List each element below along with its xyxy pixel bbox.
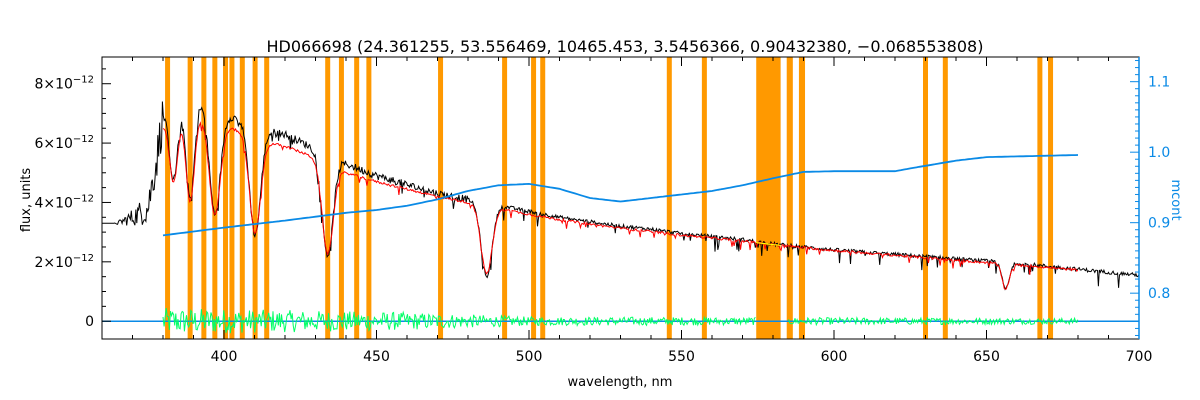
- series-layer: [102, 101, 1140, 334]
- mask-band: [942, 57, 948, 339]
- x-tick-label: 500: [516, 349, 543, 365]
- mask-band: [540, 57, 546, 339]
- mask-band: [212, 57, 218, 339]
- mask-band: [338, 57, 344, 339]
- mask-band: [1048, 57, 1054, 339]
- y-tick-label: 4×10−12: [34, 193, 94, 211]
- y2-axis-label: mcont: [1168, 179, 1183, 220]
- x-tick-label: 650: [973, 349, 1000, 365]
- x-tick-label: 600: [821, 349, 848, 365]
- mask-band: [531, 57, 537, 339]
- y2-tick-label: 1.1: [1148, 75, 1170, 91]
- mask-band: [165, 57, 171, 339]
- x-tick-label: 400: [211, 349, 238, 365]
- mask-band: [239, 57, 245, 339]
- y-tick-label: 2×10−12: [34, 253, 94, 271]
- x-axis-label: wavelength, nm: [568, 375, 673, 390]
- x-tick-label: 450: [363, 349, 390, 365]
- continuum-series: [162, 154, 1079, 237]
- mask-band-layer: [165, 57, 1054, 339]
- mask-band: [366, 57, 372, 339]
- mask-band: [798, 57, 806, 339]
- y-tick-label: 0: [85, 314, 94, 330]
- y-tick-label: 8×10−12: [34, 75, 94, 93]
- model-masked-segment: [756, 242, 781, 246]
- mask-band: [502, 57, 508, 339]
- mask-band: [756, 57, 781, 339]
- y-tick-label: 6×10−12: [34, 134, 94, 152]
- chart-title: HD066698 (24.361255, 53.556469, 10465.45…: [267, 37, 984, 56]
- y2-tick-label: 0.8: [1148, 286, 1170, 302]
- mask-band: [923, 57, 928, 339]
- observed-series: [102, 101, 1140, 291]
- x-axis: 400 450 500 550 600 650 700: [101, 57, 1153, 365]
- x-tick-label: 700: [1126, 349, 1153, 365]
- model-series: [162, 121, 1079, 290]
- mask-band: [201, 57, 207, 339]
- y-axis-right: 0.8 0.9 1.0 1.1: [1130, 57, 1170, 339]
- y2-tick-label: 1.0: [1148, 145, 1170, 161]
- y-axis-label: flux, units: [19, 168, 34, 233]
- mask-band: [666, 57, 672, 339]
- mask-band: [223, 57, 229, 339]
- mask-band: [786, 57, 793, 339]
- mask-band: [252, 57, 258, 339]
- x-tick-label: 550: [668, 349, 695, 365]
- mask-band: [264, 57, 270, 339]
- mask-band: [701, 57, 707, 339]
- residual-series: [162, 307, 1079, 334]
- mask-band: [325, 57, 331, 339]
- mask-band: [354, 57, 360, 339]
- y2-tick-label: 0.9: [1148, 216, 1170, 232]
- y-axis-left: 0 2×10−12 4×10−12 6×10−12 8×10−12: [34, 68, 111, 330]
- mask-band: [229, 57, 235, 339]
- mask-band: [1037, 57, 1043, 339]
